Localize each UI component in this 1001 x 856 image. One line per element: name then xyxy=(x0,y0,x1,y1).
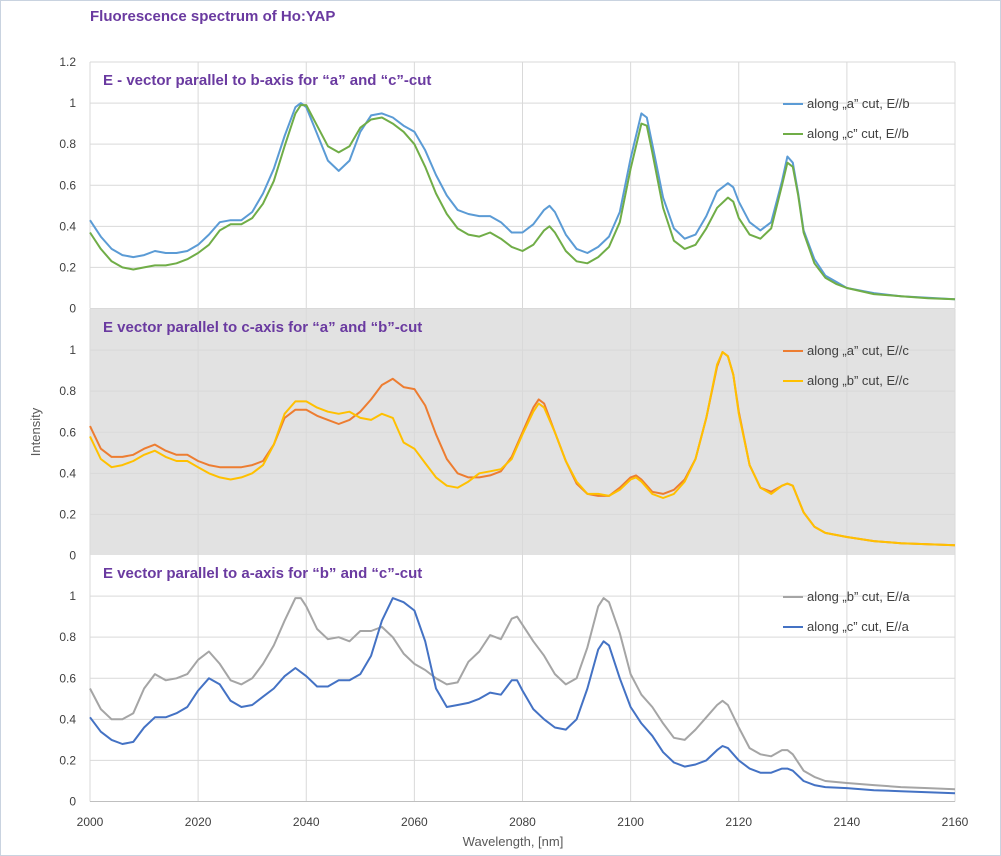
y-tick-label: 0.8 xyxy=(59,384,76,398)
x-tick-label: 2000 xyxy=(77,815,104,829)
y-tick-label: 0.8 xyxy=(59,137,76,151)
legend-label: along „b” cut, E//a xyxy=(807,589,910,604)
y-tick-label: 0.2 xyxy=(59,260,76,274)
series-line-3-1 xyxy=(89,597,956,791)
panel-1-title: E - vector parallel to b-axis for “a” an… xyxy=(103,72,431,89)
y-axis-label: Intensity xyxy=(28,407,43,456)
y-tick-label: 0 xyxy=(69,549,76,563)
y-tick-label: 0.4 xyxy=(59,219,76,233)
y-tick-label: 0.2 xyxy=(59,507,76,521)
x-tick-label: 2040 xyxy=(293,815,320,829)
x-tick-label: 2160 xyxy=(942,815,969,829)
y-tick-label: 1.2 xyxy=(59,55,76,69)
legend-label: along „a” cut, E//c xyxy=(807,343,909,358)
series-line-3-2 xyxy=(89,597,956,795)
y-tick-label: 1 xyxy=(69,343,76,357)
legend-label: along „c” cut, E//a xyxy=(807,619,910,634)
panel-2-title: E vector parallel to c-axis for “a” and … xyxy=(103,319,422,336)
y-tick-label: 0 xyxy=(69,795,76,809)
x-tick-label: 2020 xyxy=(185,815,212,829)
panel-3-title: E vector parallel to a-axis for “b” and … xyxy=(103,565,422,582)
y-tick-label: 0.4 xyxy=(59,466,76,480)
legend-label: along „b” cut, E//c xyxy=(807,373,909,388)
x-tick-label: 2120 xyxy=(725,815,752,829)
x-tick-label: 2060 xyxy=(401,815,428,829)
y-tick-label: 0.2 xyxy=(59,753,76,767)
y-tick-label: 0.6 xyxy=(59,178,76,192)
y-tick-label: 1 xyxy=(69,589,76,603)
y-tick-label: 0.4 xyxy=(59,712,76,726)
series-line-1-1 xyxy=(89,102,956,301)
y-tick-label: 0.6 xyxy=(59,425,76,439)
legend-label: along „a” cut, E//b xyxy=(807,96,910,111)
x-tick-label: 2100 xyxy=(617,815,644,829)
x-tick-label: 2080 xyxy=(509,815,536,829)
y-tick-label: 0 xyxy=(69,302,76,316)
y-tick-label: 0.8 xyxy=(59,630,76,644)
y-tick-label: 1 xyxy=(69,96,76,110)
series-line-2-2 xyxy=(89,351,956,547)
series-line-1-2 xyxy=(89,104,956,301)
chart-title: Fluorescence spectrum of Ho:YAP xyxy=(90,8,336,25)
y-tick-label: 0.6 xyxy=(59,671,76,685)
x-tick-label: 2140 xyxy=(834,815,861,829)
legend-label: along „c” cut, E//b xyxy=(807,126,909,141)
x-axis-label: Wavelength, [nm] xyxy=(463,834,564,849)
